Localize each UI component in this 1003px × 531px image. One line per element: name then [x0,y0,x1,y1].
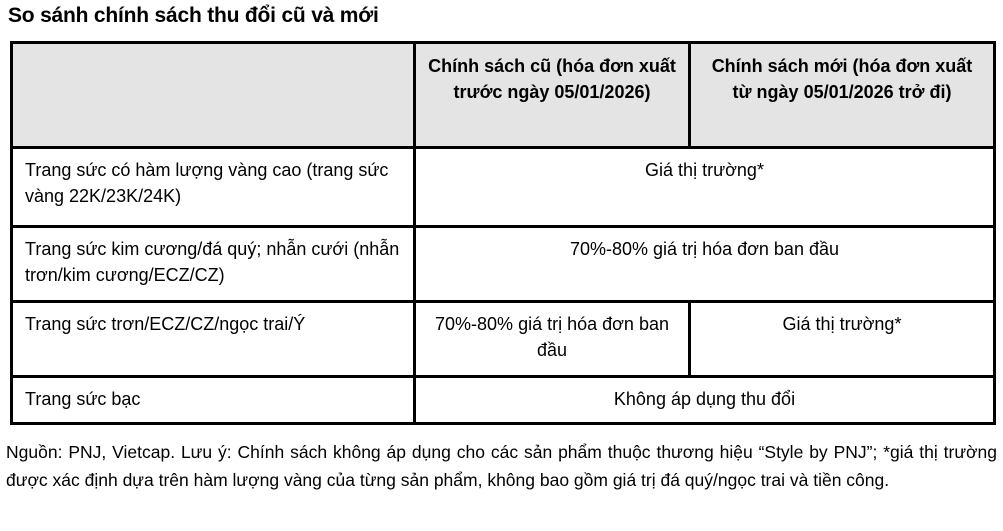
row-value-diamond-jewelry: 70%-80% giá trị hóa đơn ban đầu [413,225,996,303]
row-label-gold-jewelry: Trang sức có hàm lượng vàng cao (trang s… [10,146,416,228]
header-new-policy: Chính sách mới (hóa đơn xuất từ ngày 05/… [688,41,996,149]
page-title: So sánh chính sách thu đổi cũ và mới [8,4,379,27]
row-label-diamond-jewelry: Trang sức kim cương/đá quý; nhẫn cưới (n… [10,225,416,303]
table-header-row: Chính sách cũ (hóa đơn xuất trước ngày 0… [10,41,996,149]
row-label-silver-jewelry: Trang sức bạc [10,375,416,425]
source-note: Nguồn: PNJ, Vietcap. Lưu ý: Chính sách k… [6,441,997,490]
table-row: Trang sức có hàm lượng vàng cao (trang s… [10,146,996,228]
row-label-plain-jewelry: Trang sức trơn/ECZ/CZ/ngọc trai/Ý [10,300,416,378]
row-old-value-plain-jewelry: 70%-80% giá trị hóa đơn ban đầu [413,300,691,378]
table-row: Trang sức trơn/ECZ/CZ/ngọc trai/Ý 70%-80… [10,300,996,378]
header-empty-cell [10,41,416,149]
row-value-gold-jewelry: Giá thị trường* [413,146,996,228]
row-value-silver-jewelry: Không áp dụng thu đổi [413,375,996,425]
header-old-policy: Chính sách cũ (hóa đơn xuất trước ngày 0… [413,41,691,149]
row-new-value-plain-jewelry: Giá thị trường* [688,300,996,378]
table-row: Trang sức bạc Không áp dụng thu đổi [10,375,996,425]
table-row: Trang sức kim cương/đá quý; nhẫn cưới (n… [10,225,996,303]
policy-comparison-table: Chính sách cũ (hóa đơn xuất trước ngày 0… [10,41,996,425]
